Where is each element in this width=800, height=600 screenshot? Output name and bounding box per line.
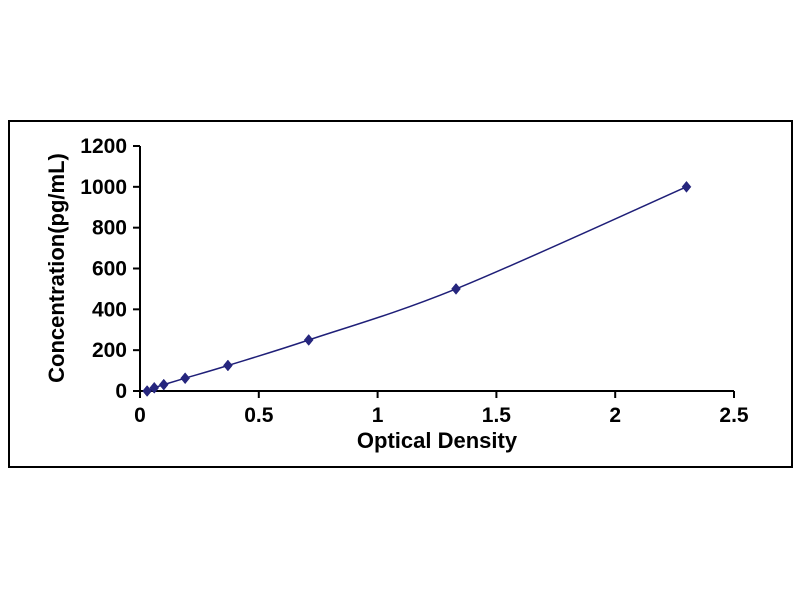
x-tick-label: 0 [134,404,146,427]
x-axis-title: Optical Density [356,428,518,453]
x-tick-label: 0.5 [244,404,274,427]
data-point-marker [681,180,692,193]
x-tick-label: 1.5 [482,404,512,427]
y-tick-label: 800 [92,217,127,240]
y-tick-label: 600 [92,258,127,281]
y-tick-label: 1200 [80,135,127,158]
data-point-marker [158,378,169,391]
y-tick-label: 0 [115,380,127,403]
data-point-marker [180,372,190,385]
y-tick-label: 1000 [80,176,127,199]
x-tick-label: 1 [372,404,384,427]
data-point-marker [149,381,160,394]
data-point-marker [451,283,461,295]
chart-border [8,120,793,468]
data-point-marker [142,385,152,397]
y-axis-title: Concentration(pg/mL) [44,153,69,383]
data-point-marker [223,359,233,372]
y-tick-label: 400 [92,298,127,321]
data-point-marker [303,334,314,346]
y-tick-label: 200 [92,339,127,362]
x-tick-label: 2.5 [719,404,749,427]
x-tick-label: 2 [609,404,621,427]
